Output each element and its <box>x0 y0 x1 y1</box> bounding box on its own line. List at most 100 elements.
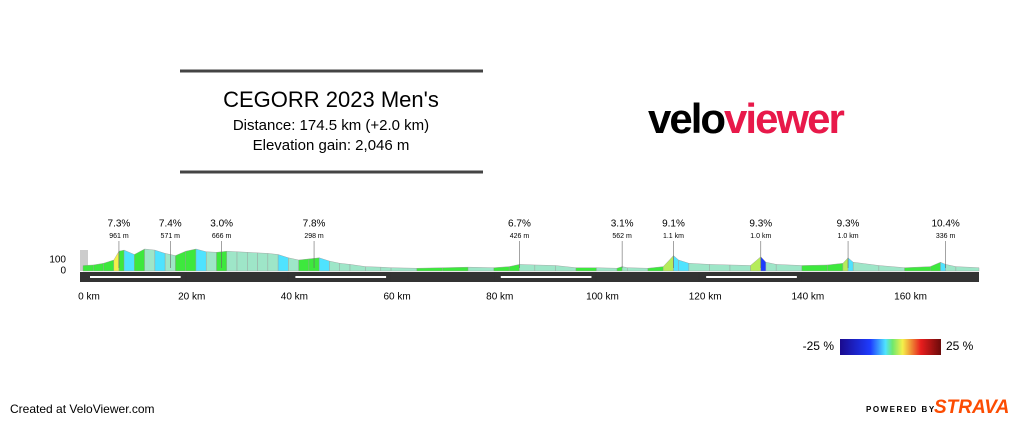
elevation-segment <box>555 265 577 272</box>
elevation-segment <box>247 252 258 272</box>
colorbar <box>840 339 941 355</box>
climb-length: 426 m <box>510 233 530 240</box>
elevation-segment <box>673 255 679 272</box>
climb-gradient: 3.0% <box>210 219 233 230</box>
elevation-gain: Elevation gain: 2,046 m <box>253 137 410 154</box>
climb-gradient: 9.1% <box>662 219 685 230</box>
elevation-segment <box>185 248 197 272</box>
elevation-segment <box>365 266 382 272</box>
elevation-segment <box>842 257 849 272</box>
elevation-segment <box>390 267 417 272</box>
elevation-segment <box>575 267 597 272</box>
elevation-segment <box>277 254 289 272</box>
y-tick-label: 0 <box>60 266 66 277</box>
elevation-segment <box>123 249 135 272</box>
x-tick-label: 40 km <box>281 292 308 303</box>
elevation-segment <box>940 261 946 272</box>
elevation-segment <box>519 264 536 272</box>
climb-length: 298 m <box>304 233 324 240</box>
x-tick-label: 120 km <box>689 292 722 303</box>
elevation-segment <box>534 264 556 272</box>
elevation-segment <box>627 267 649 272</box>
start-marker <box>80 250 88 271</box>
elevation-segment <box>113 250 120 272</box>
climb-length: 961 m <box>109 233 129 240</box>
elevation-segment <box>288 257 299 272</box>
elevation-segment <box>904 266 931 272</box>
x-tick-label: 60 km <box>383 292 410 303</box>
x-tick-label: 0 km <box>78 292 100 303</box>
elevation-segment <box>709 264 731 272</box>
elevation-segment <box>318 257 330 272</box>
logo-part: velo <box>648 95 725 142</box>
strava: STRAVA <box>934 397 1009 418</box>
climb-gradient: 9.3% <box>837 219 860 230</box>
elevation-segment <box>118 249 125 272</box>
climb-gradient: 6.7% <box>508 219 531 230</box>
elevation-segment <box>82 264 94 272</box>
climb-gradient: 7.8% <box>303 219 326 230</box>
elevation-segment <box>154 249 166 272</box>
climb-length: 571 m <box>161 233 181 240</box>
elevation-segment <box>298 258 310 272</box>
elevation-segment <box>175 250 186 272</box>
x-tick-label: 80 km <box>486 292 513 303</box>
climb-gradient: 7.3% <box>108 219 131 230</box>
elevation-segment <box>945 264 957 272</box>
elevation-segment <box>616 266 623 272</box>
climb-length: 1.0 km <box>838 233 859 240</box>
climb-length: 562 m <box>612 233 632 240</box>
elevation-segment <box>493 266 510 272</box>
climb-length: 666 m <box>212 233 232 240</box>
elevation-segment <box>930 261 941 272</box>
distance: Distance: 174.5 km (+2.0 km) <box>233 117 429 134</box>
elevation-segment <box>827 263 844 272</box>
climb-length: 1.0 km <box>750 233 771 240</box>
elevation-segment <box>688 263 710 272</box>
elevation-segment <box>380 266 392 272</box>
y-tick-label: 100 <box>49 255 66 266</box>
climb-gradient: 7.4% <box>159 219 182 230</box>
elevation-segment <box>226 250 238 272</box>
elevation-segment <box>760 256 767 272</box>
climb-length: 1.1 km <box>663 233 684 240</box>
elevation-segment <box>206 251 217 272</box>
elevation-segment <box>765 261 777 272</box>
elevation-segment <box>103 259 115 272</box>
credit: Created at VeloViewer.com <box>10 402 155 416</box>
elevation-segment <box>750 256 761 272</box>
elevation-segment <box>329 260 340 272</box>
elevation-segment <box>339 263 351 272</box>
elevation-segment <box>801 264 828 272</box>
elevation-segment <box>678 259 690 272</box>
climb-gradient: 3.1% <box>611 219 634 230</box>
elevation-segment <box>647 266 664 272</box>
logo-part: viewer <box>724 95 844 142</box>
x-tick-label: 100 km <box>586 292 619 303</box>
colorbar-min: -25 % <box>803 339 835 353</box>
climb-gradient: 10.4% <box>931 219 959 230</box>
x-tick-label: 140 km <box>791 292 824 303</box>
x-tick-label: 20 km <box>178 292 205 303</box>
x-tick-label: 160 km <box>894 292 927 303</box>
powered-by: POWERED BY <box>866 405 936 414</box>
elevation-segment <box>878 265 905 272</box>
colorbar-max: 25 % <box>946 339 974 353</box>
elevation-segment <box>416 267 443 272</box>
elevation-segment <box>349 264 366 272</box>
elevation-segment <box>847 257 854 272</box>
elevation-segment <box>729 264 751 272</box>
elevation-segment <box>955 266 980 272</box>
elevation-segment <box>508 264 520 272</box>
elevation-segment <box>467 266 494 272</box>
elevation-segment <box>134 248 145 272</box>
elevation-segment <box>442 266 469 272</box>
climb-length: 336 m <box>936 233 956 240</box>
elevation-segment <box>236 251 248 272</box>
elevation-segment <box>257 252 269 272</box>
elevation-segment <box>621 266 628 272</box>
elevation-segment <box>596 267 618 272</box>
